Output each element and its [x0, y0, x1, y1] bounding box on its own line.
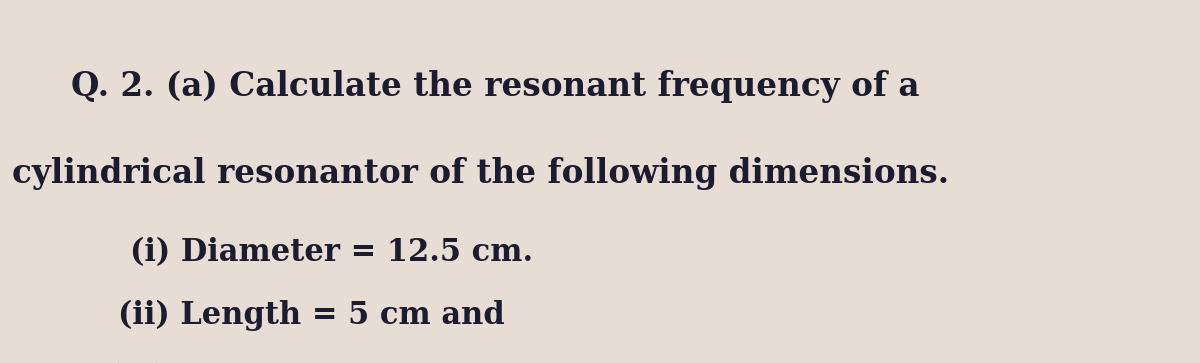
Text: (ii) Length = 5 cm and: (ii) Length = 5 cm and [118, 300, 504, 331]
Text: (i) Diameter = 12.5 cm.: (i) Diameter = 12.5 cm. [130, 237, 533, 268]
Text: Q. 2. (a) Calculate the resonant frequency of a: Q. 2. (a) Calculate the resonant frequen… [71, 70, 919, 103]
Text: cylindrical resonantor of the following dimensions.: cylindrical resonantor of the following … [12, 157, 949, 190]
